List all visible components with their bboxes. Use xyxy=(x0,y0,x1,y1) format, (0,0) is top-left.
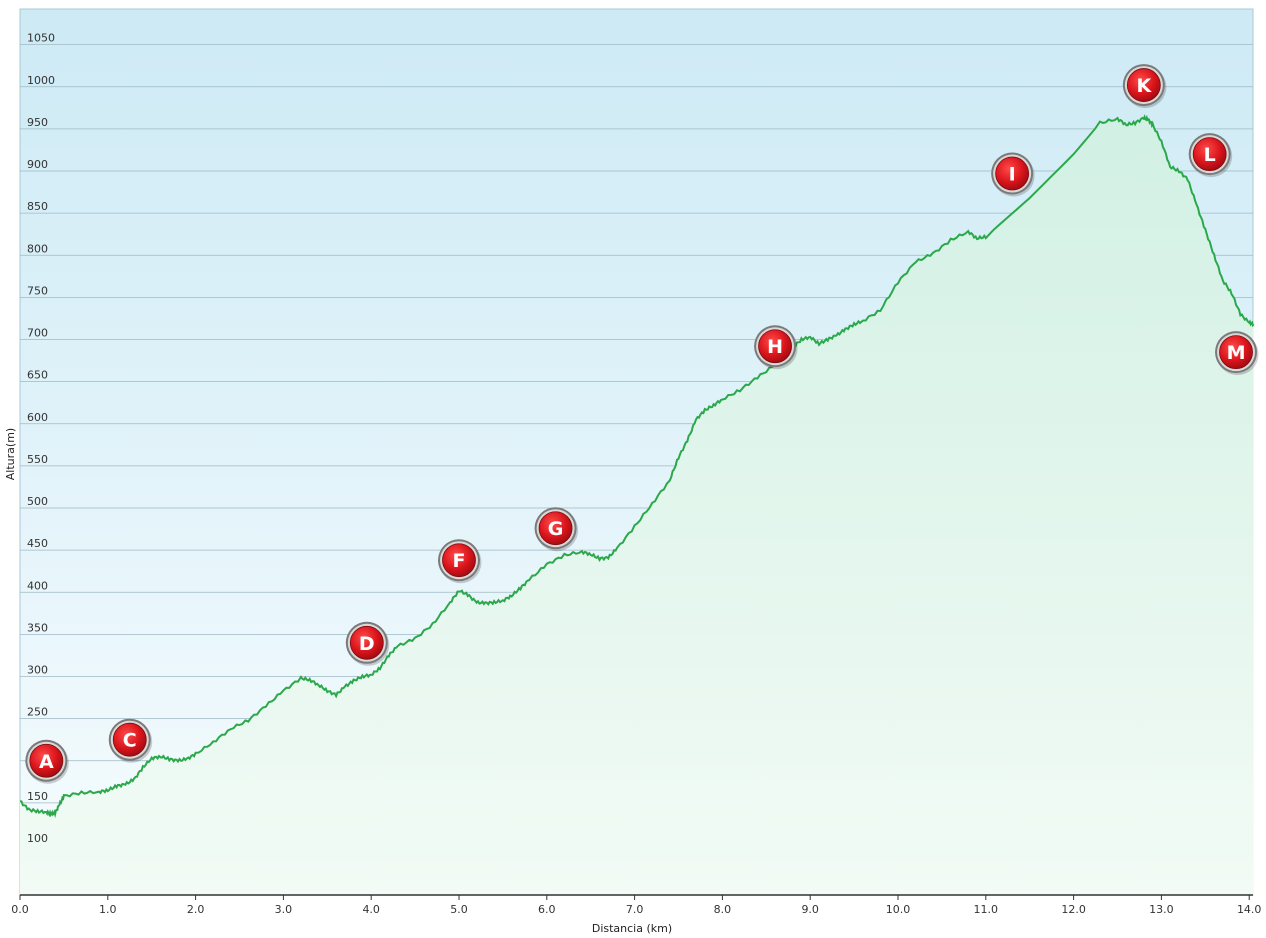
y-tick-label: 650 xyxy=(27,369,48,382)
y-tick-label: 700 xyxy=(27,327,48,340)
waypoint-marker-c[interactable]: C xyxy=(108,718,153,763)
waypoint-marker-l[interactable]: L xyxy=(1188,133,1233,178)
y-tick-label: 1050 xyxy=(27,32,55,45)
x-tick-label: 4.0 xyxy=(362,903,380,916)
waypoint-marker-m[interactable]: M xyxy=(1215,331,1259,376)
x-tick-label: 13.0 xyxy=(1149,903,1174,916)
x-tick-label: 2.0 xyxy=(187,903,205,916)
waypoint-label: M xyxy=(1227,342,1246,364)
x-tick-label: 7.0 xyxy=(626,903,644,916)
y-tick-label: 500 xyxy=(27,495,48,508)
y-tick-label: 900 xyxy=(27,158,48,171)
y-tick-label: 250 xyxy=(27,706,48,719)
waypoint-label: L xyxy=(1204,144,1216,166)
waypoint-marker-a[interactable]: A xyxy=(25,739,69,784)
waypoint-marker-h[interactable]: H xyxy=(754,325,798,370)
y-tick-label: 550 xyxy=(27,453,48,466)
x-tick-label: 9.0 xyxy=(801,903,819,916)
waypoint-label: D xyxy=(359,633,375,655)
waypoint-marker-g[interactable]: G xyxy=(534,507,579,552)
y-tick-label: 350 xyxy=(27,621,48,634)
x-tick-label: 11.0 xyxy=(974,903,999,916)
y-tick-label: 150 xyxy=(27,790,48,803)
y-tick-label: 950 xyxy=(27,116,48,129)
y-tick-label: 300 xyxy=(27,664,48,677)
waypoint-label: F xyxy=(453,550,466,572)
y-tick-label: 600 xyxy=(27,411,48,424)
waypoint-label: I xyxy=(1009,164,1016,186)
elevation-line xyxy=(19,114,1255,819)
waypoint-label: K xyxy=(1136,75,1152,97)
x-tick-label: 5.0 xyxy=(450,903,468,916)
waypoint-marker-d[interactable]: D xyxy=(345,621,390,666)
x-tick-label: 8.0 xyxy=(714,903,732,916)
y-tick-label: 100 xyxy=(27,832,48,845)
x-tick-label: 14.0 xyxy=(1237,903,1262,916)
y-tick-label: 850 xyxy=(27,200,48,213)
y-axis-label: Altura(m) xyxy=(4,428,17,480)
x-axis-label: Distancia (km) xyxy=(592,922,672,935)
waypoint-label: A xyxy=(39,751,54,773)
waypoint-label: H xyxy=(767,336,783,358)
elevation-area xyxy=(20,116,1254,895)
y-tick-label: 750 xyxy=(27,284,48,297)
y-tick-label: 450 xyxy=(27,537,48,550)
x-tick-label: 6.0 xyxy=(538,903,556,916)
waypoint-label: G xyxy=(548,518,564,540)
x-tick-label: 3.0 xyxy=(275,903,293,916)
y-tick-label: 400 xyxy=(27,579,48,592)
waypoint-marker-i[interactable]: I xyxy=(991,152,1035,197)
y-tick-label: 1000 xyxy=(27,74,55,87)
waypoint-marker-k[interactable]: K xyxy=(1122,64,1167,109)
y-axis-ticks: 100 150 250 300 350 400 450 500 550 600 650 700 750 8… xyxy=(27,32,55,845)
x-tick-label: 12.0 xyxy=(1061,903,1086,916)
waypoint-marker-f[interactable]: F xyxy=(438,539,482,584)
x-tick-label: 0.0 xyxy=(11,903,29,916)
waypoint-markers: A C D F G H I K L M xyxy=(25,64,1259,784)
waypoint-label: C xyxy=(123,730,137,752)
x-tick-label: 10.0 xyxy=(886,903,911,916)
x-tick-label: 1.0 xyxy=(99,903,117,916)
x-axis-ticks: 0.0 1.0 2.0 3.0 4.0 5.0 6.0 7.0 8.0 9.0 10.0 11.0 12… xyxy=(11,895,1261,916)
y-tick-label: 800 xyxy=(27,242,48,255)
